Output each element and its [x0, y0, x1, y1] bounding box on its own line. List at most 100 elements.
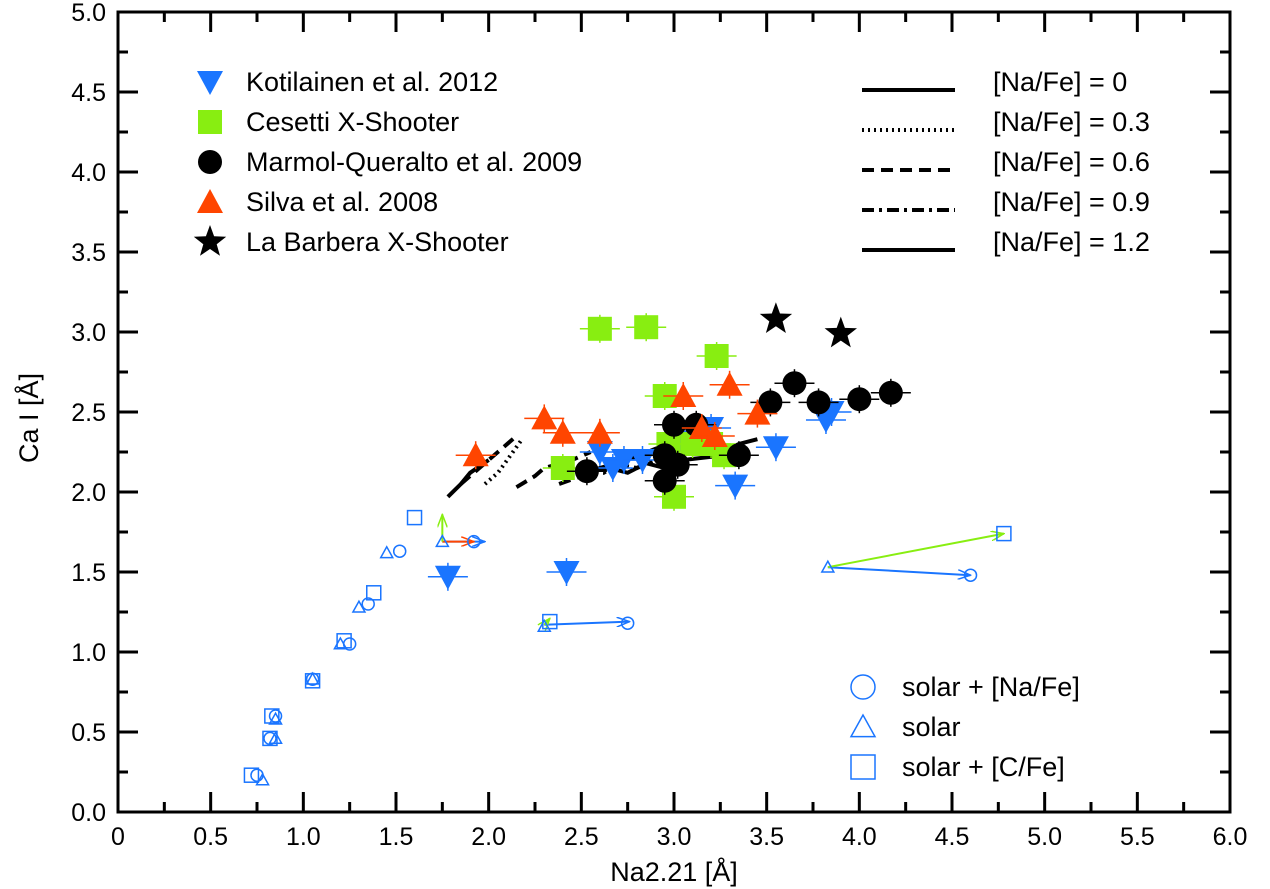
legend-line-label: [Na/Fe] = 0 — [993, 67, 1127, 97]
data-point-circle — [758, 390, 783, 415]
data-point-circle — [782, 371, 807, 396]
open-marker-triangle — [379, 545, 395, 559]
open-marker-square — [996, 525, 1012, 542]
y-tick-label: 1.0 — [71, 639, 106, 667]
data-point-triangle-up — [670, 383, 697, 407]
open-marker-triangle — [435, 534, 450, 548]
legend-line-label: [Na/Fe] = 1.2 — [993, 227, 1150, 257]
data-point-circle — [878, 380, 903, 405]
legend-marker-triangle-up — [197, 189, 223, 213]
legend-open-circle — [850, 674, 876, 700]
open-marker-circle — [392, 544, 407, 558]
model-arrow — [827, 566, 971, 575]
x-tick-label: 0.5 — [193, 823, 228, 851]
legend-label: Cesetti X-Shooter — [246, 107, 459, 137]
data-point-triangle-up — [688, 415, 715, 439]
open-marker-triangle — [268, 730, 283, 744]
y-tick-label: 0.0 — [71, 799, 106, 827]
data-point-square — [550, 456, 575, 480]
legend-open-label: solar — [902, 712, 961, 742]
open-marker-circle — [361, 597, 375, 611]
x-tick-label: 3.0 — [657, 823, 692, 851]
data-point-circle — [574, 459, 599, 484]
open-marker-triangle — [305, 671, 320, 685]
data-point-triangle-up — [744, 400, 771, 425]
y-tick-label: 2.0 — [71, 479, 106, 507]
y-tick-label: 4.0 — [71, 159, 106, 187]
y-tick-label: 3.5 — [71, 239, 106, 267]
x-tick-label: 3.5 — [749, 823, 784, 851]
data-point-triangle-up — [701, 423, 728, 447]
data-point-circle — [847, 387, 872, 412]
data-point-circle — [665, 452, 690, 477]
legend-marker-square — [198, 110, 222, 134]
open-marker-square — [366, 585, 382, 601]
open-marker-square — [542, 613, 558, 630]
y-axis-label: Ca I [Å] — [13, 373, 44, 463]
legend-label: Silva et al. 2008 — [246, 187, 438, 217]
data-point-circle — [806, 390, 831, 415]
open-marker-circle — [467, 534, 481, 549]
axis-ticks — [116, 10, 1232, 814]
legend-series: Kotilainen et al. 2012 Cesetti X-Shooter M… — [193, 67, 582, 257]
legend-line-label: [Na/Fe] = 0.9 — [993, 187, 1150, 217]
arrows — [442, 514, 1004, 624]
legend-marker-circle — [198, 150, 222, 174]
x-tick-label: 4.5 — [935, 823, 970, 851]
x-tick-label: 1.5 — [379, 823, 414, 851]
data-point-triangle-down — [762, 436, 789, 461]
data-point-triangle-down — [586, 441, 613, 465]
open-marker-square — [264, 708, 280, 724]
data-point-triangle-up — [549, 419, 576, 444]
x-tick-label: 5.5 — [1120, 823, 1155, 851]
data-point-square — [587, 316, 612, 341]
legend-line-label: [Na/Fe] = 0.6 — [993, 147, 1150, 177]
open-marker-square — [262, 730, 278, 747]
open-marker-triangle — [255, 772, 270, 786]
data-point-circle — [662, 412, 686, 437]
open-marker-circle — [268, 709, 283, 723]
model-arrow — [827, 534, 1004, 569]
data-point-star — [824, 316, 857, 348]
legend-open-square — [850, 754, 876, 780]
legend-model-lines: [Na/Fe] = 0 [Na/Fe] = 0.3 [Na/Fe] = 0.6 [Na… — [862, 67, 1150, 257]
data-point-triangle-up — [586, 419, 613, 444]
x-tick-label: 2.0 — [471, 823, 506, 851]
x-axis-label: Na2.21 [Å] — [610, 856, 738, 887]
data-point-circle — [652, 468, 677, 493]
legend-open-label: solar + [C/Fe] — [902, 752, 1065, 782]
legend-open-markers: solar + [Na/Fe] solar solar + [C/Fe] — [849, 672, 1080, 782]
model-line — [483, 438, 524, 486]
x-tick-label: 0 — [111, 823, 125, 851]
open-marker-square — [243, 767, 260, 783]
data-point-triangle-down — [553, 561, 580, 585]
open-marker-square — [336, 633, 352, 649]
legend-open-triangle — [849, 713, 877, 738]
y-tick-label: 4.5 — [71, 79, 106, 107]
legend-marker-star — [193, 225, 227, 256]
x-tick-label: 2.5 — [564, 823, 599, 851]
open-marker-circle — [963, 568, 978, 582]
legend-open-label: solar + [Na/Fe] — [902, 672, 1080, 702]
open-marker-triangle — [351, 599, 367, 613]
y-tick-label: 0.5 — [71, 719, 106, 747]
model-line — [459, 434, 518, 486]
y-tick-label: 3.0 — [71, 319, 106, 347]
legend-label: Marmol-Queralto et al. 2009 — [246, 147, 582, 177]
data-point-square — [634, 315, 659, 340]
open-marker-square — [304, 673, 321, 689]
legend-label: La Barbera X-Shooter — [246, 227, 509, 257]
y-tick-label: 5.0 — [71, 0, 106, 27]
legend-marker-triangle-down — [197, 71, 223, 95]
open-marker-triangle — [820, 559, 836, 573]
x-tick-label: 1.0 — [286, 823, 321, 851]
open-markers — [243, 509, 1012, 786]
data-point-square — [704, 344, 729, 368]
open-marker-square — [406, 509, 423, 526]
y-tick-label: 1.5 — [71, 559, 106, 587]
y-tick-label: 2.5 — [71, 399, 106, 427]
data-point-triangle-down — [434, 565, 461, 590]
open-marker-circle — [263, 731, 277, 746]
data-point-triangle-up — [531, 405, 558, 430]
